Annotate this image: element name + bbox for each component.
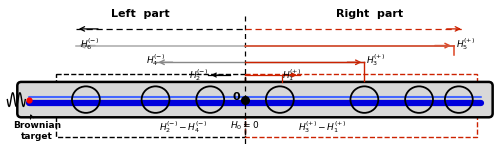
Text: $H_3^{(+)}-H_1^{(+)}$: $H_3^{(+)}-H_1^{(+)}$ [298, 119, 346, 135]
FancyBboxPatch shape [18, 82, 492, 117]
Text: Right  part: Right part [336, 9, 403, 19]
Text: Brownian
target: Brownian target [13, 115, 62, 141]
Bar [245, 74, 476, 137]
Text: $H_0=0$: $H_0=0$ [230, 119, 260, 132]
Bar [56, 74, 245, 137]
Text: $\mathbf{0}$: $\mathbf{0}$ [232, 90, 241, 102]
Text: $H_5^{(+)}$: $H_5^{(+)}$ [456, 37, 475, 52]
Text: $H_4^{(-)}$: $H_4^{(-)}$ [146, 53, 165, 68]
Text: $H_3^{(+)}$: $H_3^{(+)}$ [366, 53, 386, 68]
Text: $H_2^{(-)}$: $H_2^{(-)}$ [189, 67, 208, 83]
Text: $H_2^{(-)}-H_4^{(-)}$: $H_2^{(-)}-H_4^{(-)}$ [159, 119, 207, 135]
Text: $H_1^{(+)}$: $H_1^{(+)}$ [282, 67, 301, 83]
Text: $H_6^{(-)}$: $H_6^{(-)}$ [80, 37, 99, 52]
Text: Left  part: Left part [112, 9, 170, 19]
